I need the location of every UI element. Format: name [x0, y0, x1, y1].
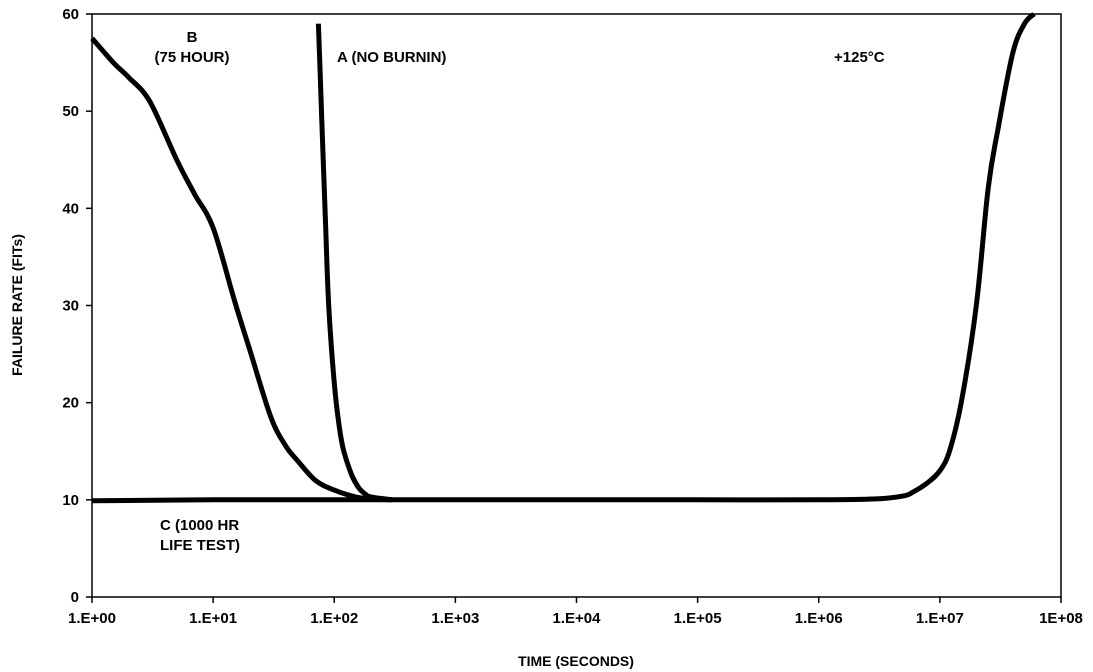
- annotation-b-75-hour-line-2: (75 HOUR): [154, 49, 229, 66]
- x-tick-label: 1.E+07: [916, 610, 964, 627]
- annotation-b-75-hour: B: [187, 29, 198, 46]
- x-tick-label: 1.E+05: [674, 610, 722, 627]
- y-tick-label: 0: [71, 589, 79, 606]
- y-tick-label: 30: [62, 298, 79, 315]
- curve-b-75-hour: [90, 36, 393, 503]
- curve-a-no-burnin: [315, 23, 393, 503]
- y-tick-label: 50: [62, 103, 79, 120]
- x-tick-label: 1.E+04: [553, 610, 602, 627]
- annotation-a-no-burnin: A (NO BURNIN): [337, 49, 446, 66]
- x-axis-title: TIME (SECONDS): [518, 653, 634, 669]
- x-tick-label: 1.E+00: [68, 610, 116, 627]
- curve-c-1000-hr-life-test: [91, 12, 1036, 504]
- x-tick-label: 1.E+06: [795, 610, 843, 627]
- x-tick-label: 1.E+03: [431, 610, 479, 627]
- y-axis-title: FAILURE RATE (FITs): [9, 234, 25, 376]
- y-tick-label: 10: [62, 492, 79, 509]
- y-tick-label: 60: [62, 6, 79, 23]
- x-tick-label: 1.E+02: [310, 610, 358, 627]
- x-tick-label: 1.E+01: [189, 610, 237, 627]
- annotation-c-1000-hr-life-test-line-2: LIFE TEST): [160, 537, 240, 554]
- y-tick-label: 40: [62, 200, 79, 217]
- y-tick-label: 20: [62, 395, 79, 412]
- axis-ticks: 1.E+00 1.E+01 1.E+02 1.E+03 1.E+04 1.E+05 1.E+…: [62, 6, 1083, 627]
- chart-marks: B (75 HOUR) A (NO BURNIN) +125°C C (1000 HR L…: [90, 12, 1036, 554]
- annotation-125c: +125°C: [834, 49, 885, 66]
- annotation-c-1000-hr-life-test: C (1000 HR: [160, 517, 239, 534]
- x-tick-label: 1E+08: [1039, 610, 1083, 627]
